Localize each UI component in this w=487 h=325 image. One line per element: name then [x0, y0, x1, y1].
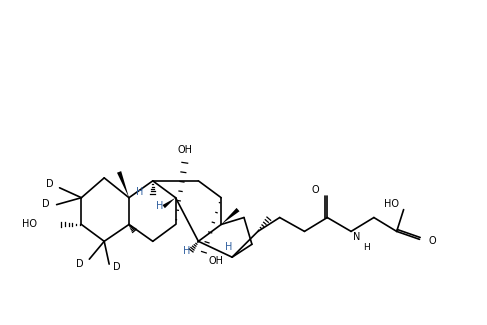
Text: O: O — [429, 236, 436, 246]
Polygon shape — [221, 208, 240, 225]
Text: O: O — [312, 185, 319, 195]
Text: D: D — [46, 179, 54, 189]
Text: OH: OH — [178, 145, 193, 155]
Text: H: H — [364, 243, 370, 252]
Text: H: H — [136, 187, 144, 197]
Text: OH: OH — [208, 256, 224, 266]
Text: D: D — [113, 262, 121, 272]
Text: N: N — [354, 232, 361, 242]
Text: H: H — [183, 246, 190, 256]
Text: H: H — [156, 201, 164, 211]
Text: HO: HO — [384, 199, 399, 209]
Polygon shape — [117, 171, 129, 198]
Polygon shape — [163, 198, 176, 208]
Text: HO: HO — [22, 219, 37, 229]
Text: H: H — [225, 242, 232, 252]
Text: D: D — [42, 199, 50, 209]
Text: D: D — [76, 259, 83, 269]
